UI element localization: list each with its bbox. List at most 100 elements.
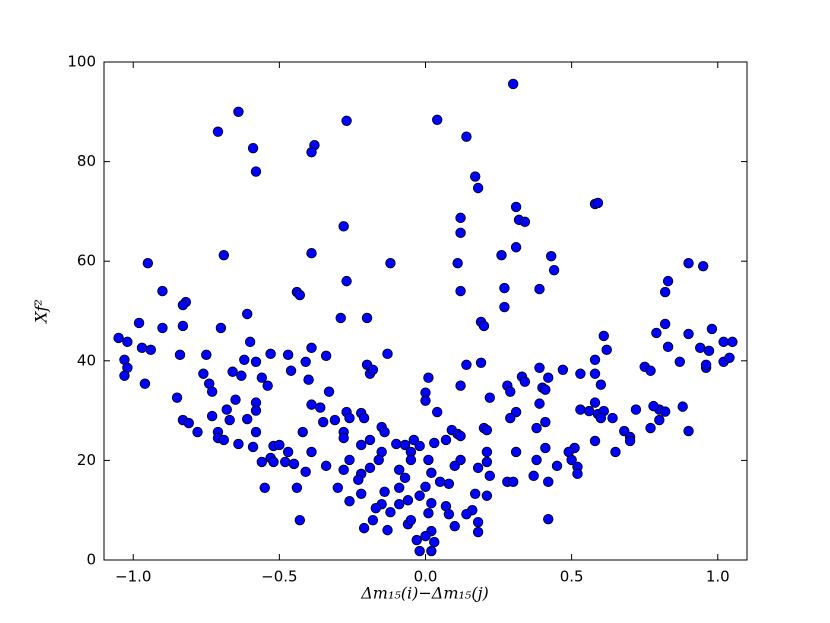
point [540, 442, 551, 454]
point [651, 327, 662, 339]
point [595, 412, 607, 424]
point [361, 312, 373, 324]
point [206, 386, 218, 397]
point [426, 498, 437, 509]
point [727, 336, 738, 348]
point [607, 412, 618, 424]
point [531, 454, 542, 466]
point [677, 401, 688, 412]
point [274, 439, 285, 451]
point [589, 354, 601, 366]
point [659, 406, 671, 417]
point [282, 349, 294, 361]
point [332, 482, 344, 493]
point [551, 460, 563, 472]
point [344, 496, 355, 507]
y-axis-label: Xf² [32, 299, 51, 325]
point [393, 499, 405, 510]
point [706, 323, 718, 335]
point [697, 260, 709, 272]
point [423, 507, 434, 519]
point [136, 342, 148, 354]
point [461, 131, 472, 142]
y-tick-label: 20 [77, 451, 96, 469]
point [472, 182, 484, 194]
point [411, 534, 422, 546]
point [113, 332, 124, 344]
point [335, 312, 346, 324]
point [630, 404, 642, 415]
point [285, 365, 297, 376]
point [239, 354, 250, 366]
point [256, 456, 268, 468]
point [443, 508, 455, 520]
point [367, 514, 379, 526]
point [338, 464, 349, 476]
point [414, 440, 425, 452]
point [177, 320, 189, 332]
point [724, 352, 735, 364]
point [250, 405, 262, 416]
point [683, 257, 694, 269]
point [379, 426, 390, 438]
point [592, 197, 604, 209]
point [265, 348, 276, 360]
point [472, 516, 484, 528]
point [294, 514, 306, 526]
point [414, 545, 425, 557]
point [306, 248, 317, 259]
point [192, 426, 203, 438]
point [244, 336, 256, 348]
point [431, 406, 443, 418]
y-tick-label: 40 [77, 351, 96, 369]
point [250, 356, 262, 367]
point [659, 286, 671, 298]
point [589, 397, 601, 408]
point [452, 257, 463, 269]
point [382, 524, 393, 536]
point [230, 394, 241, 405]
point [206, 410, 218, 422]
point [399, 472, 411, 484]
point [519, 216, 531, 228]
point [391, 438, 402, 450]
point [122, 336, 133, 348]
point [624, 435, 636, 447]
point [484, 392, 496, 403]
point [306, 446, 317, 458]
point [402, 495, 414, 506]
x-axis-label: Δm₁₅(i)−Δm₁₅(j) [360, 584, 489, 603]
point [385, 506, 396, 518]
point [510, 446, 522, 458]
point [475, 357, 487, 368]
point [201, 349, 212, 361]
point [540, 384, 551, 395]
point [139, 378, 151, 389]
point [341, 275, 352, 287]
point [300, 356, 311, 367]
point [247, 441, 259, 453]
point [133, 317, 145, 329]
point [145, 344, 156, 356]
point [315, 402, 326, 413]
plot-area [104, 62, 747, 560]
x-tick-label: 0.0 [414, 568, 438, 586]
point [429, 536, 440, 548]
point [218, 250, 230, 261]
x-tick-label: −0.5 [261, 568, 297, 586]
point [370, 503, 382, 514]
point [472, 462, 484, 474]
point [303, 374, 314, 385]
point [434, 476, 446, 488]
x-tick-label: −1.0 [115, 568, 151, 586]
point [601, 344, 612, 356]
point [718, 336, 729, 348]
point [288, 458, 300, 470]
point [405, 454, 417, 466]
point [469, 488, 481, 499]
point [455, 212, 466, 224]
point [589, 435, 601, 447]
point [405, 514, 417, 526]
point [320, 350, 332, 362]
point [356, 439, 367, 451]
